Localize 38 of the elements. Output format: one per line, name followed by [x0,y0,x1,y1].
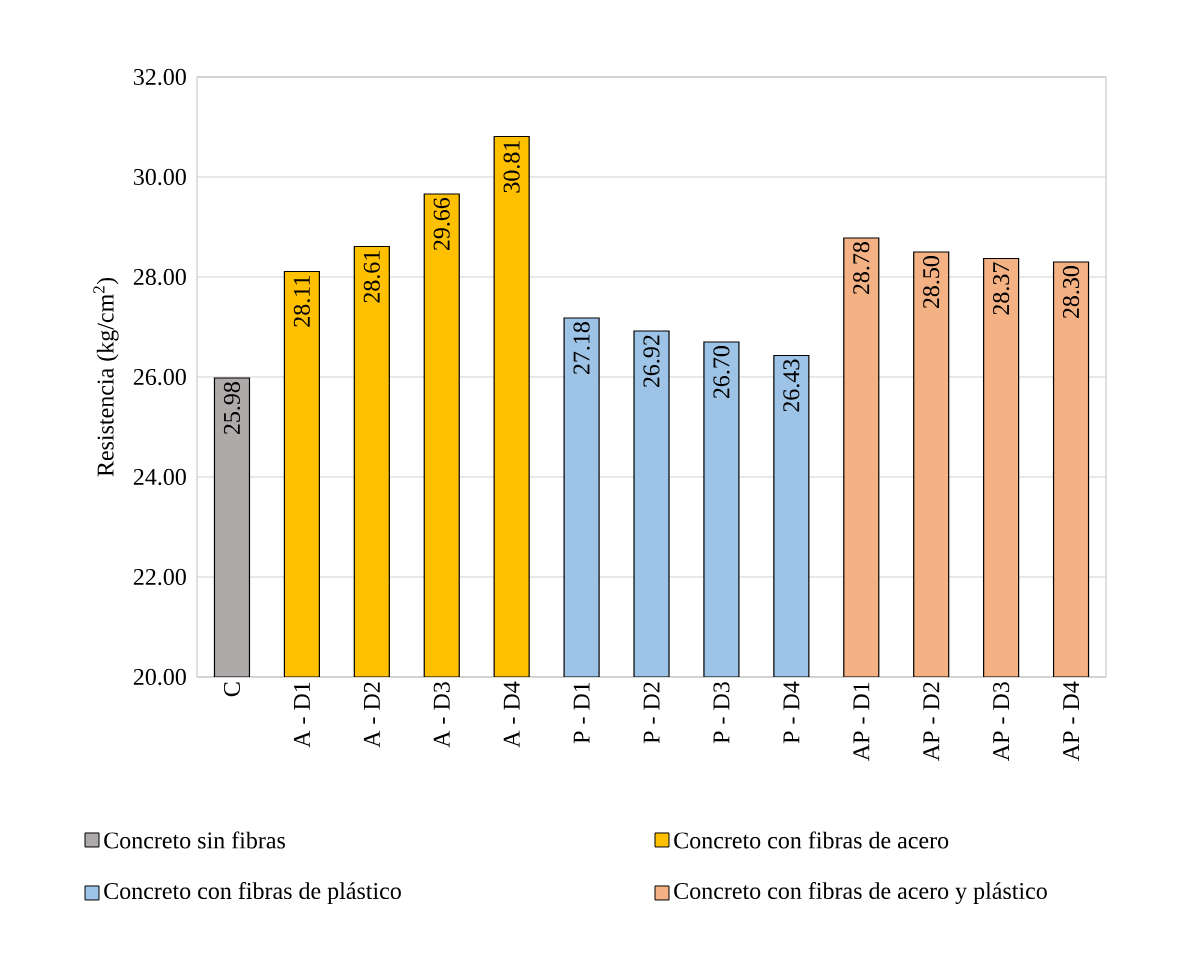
data-label: 29.66 [433,197,450,251]
x-tick-label: AP - D4 [1063,681,1079,761]
y-tick-label: 30.00 [133,168,186,186]
data-label: 28.11 [293,276,311,327]
data-label: 25.98 [223,382,241,435]
legend-label: Concreto sin fibras [104,831,285,849]
legend-label: Concreto con fibras de acero [674,831,949,849]
y-tick-label: 26.00 [133,368,186,386]
data-label: 28.50 [923,256,940,309]
x-tick-label: A - D2 [363,682,380,748]
legend-label: Concreto con fibras de plástico [104,881,401,904]
x-tick-label: P - D4 [783,681,800,744]
y-tick-label: 24.00 [133,468,186,486]
x-tick-label: P - D1 [573,682,590,744]
x-tick-label: A - D4 [503,681,520,748]
x-tick-label: AP - D3 [993,682,1010,761]
data-label: 26.43 [783,359,800,412]
x-tick-label: P - D3 [713,682,730,744]
data-label: 28.78 [853,242,870,295]
data-label: 26.92 [643,335,660,388]
data-label: 28.61 [363,251,380,303]
x-tick-label: A - D3 [433,682,450,748]
x-tick-label: AP - D1 [853,682,870,761]
y-tick-label: 32.00 [133,68,186,86]
data-label: 27.18 [573,322,590,375]
data-label: 30.81 [503,141,520,193]
legend-label: Concreto con fibras de acero y plástico [674,881,1047,905]
y-tick-label: 22.00 [133,568,186,586]
data-label: 26.70 [713,346,730,399]
x-tick-label: P - D2 [643,682,660,744]
x-tick-label: A - D1 [293,682,310,748]
x-tick-label: C [223,682,241,697]
data-label: 28.37 [992,262,1010,315]
data-label: 28.30 [1062,266,1080,319]
y-tick-label: 28.00 [133,268,186,286]
x-tick-label: AP - D2 [923,682,940,761]
y-axis-title: Resistencia (kg/cm$^{2}$) [93,277,119,477]
y-tick-label: 20.00 [133,668,186,686]
